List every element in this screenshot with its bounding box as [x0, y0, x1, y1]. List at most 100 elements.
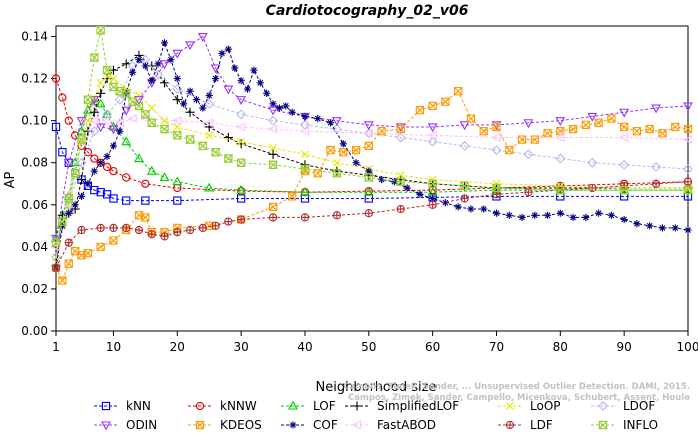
data-point: [197, 32, 208, 42]
legend-label: FastABOD: [377, 418, 436, 432]
data-point: [531, 211, 539, 219]
data-point: [595, 209, 603, 217]
data-point: [63, 194, 74, 203]
data-point: [211, 74, 220, 83]
data-point: [95, 123, 106, 133]
data-point: [140, 110, 151, 119]
data-point: [121, 106, 132, 116]
data-point: [594, 118, 603, 127]
legend-swatch-marker: [506, 402, 514, 410]
data-point: [88, 116, 99, 126]
data-point: [587, 157, 598, 168]
data-point: [223, 132, 233, 143]
data-point: [619, 185, 630, 195]
data-point: [51, 122, 61, 132]
x-tick-label: 40: [297, 340, 312, 354]
data-point: [460, 194, 469, 203]
data-point: [556, 127, 565, 136]
data-point: [268, 115, 279, 126]
legend: kNN kNNW LOF SimplifiedLOF LoOP LDOF ODIN KDEOS…: [94, 399, 658, 432]
x-tick-label: 100: [677, 340, 698, 354]
data-point: [282, 102, 290, 110]
data-point: [459, 140, 470, 151]
data-point: [363, 128, 373, 138]
data-point: [492, 209, 501, 217]
data-point: [76, 174, 87, 185]
data-point: [146, 165, 157, 175]
data-point: [97, 159, 105, 167]
data-point: [683, 185, 693, 195]
data-point: [102, 66, 112, 75]
data-point: [441, 97, 450, 106]
data-point: [363, 128, 374, 139]
data-point: [568, 124, 578, 134]
data-point: [491, 183, 502, 193]
data-point: [95, 26, 106, 35]
legend-label: LOF: [313, 399, 336, 413]
data-point: [58, 93, 67, 102]
legend-item-kdeos: KDEOS: [188, 418, 262, 432]
data-point: [236, 184, 247, 194]
data-point: [134, 101, 144, 111]
data-point: [64, 116, 73, 125]
data-point: [326, 145, 335, 155]
series-line: [55, 118, 689, 248]
series-odin: [51, 32, 693, 244]
data-point: [172, 95, 182, 105]
data-point: [96, 223, 105, 233]
data-point: [160, 39, 169, 47]
data-point: [186, 87, 194, 95]
data-point: [146, 118, 157, 127]
data-point: [683, 124, 693, 134]
series-line: [55, 78, 689, 193]
data-point: [300, 150, 309, 159]
data-point: [101, 116, 112, 126]
data-point: [332, 158, 341, 167]
data-point: [203, 118, 214, 128]
data-point: [141, 62, 149, 70]
series-line: [55, 30, 688, 243]
data-point: [102, 109, 113, 118]
data-point: [135, 56, 143, 64]
data-point: [236, 186, 246, 196]
data-point: [205, 91, 213, 100]
data-point: [116, 127, 124, 135]
data-point: [427, 123, 438, 133]
legend-item-loop: LoOP: [498, 399, 561, 413]
data-point: [268, 202, 278, 212]
data-point: [95, 98, 106, 108]
data-point: [300, 164, 310, 174]
data-point: [363, 121, 374, 131]
data-point: [173, 74, 181, 83]
data-point: [416, 190, 424, 198]
data-point: [396, 204, 405, 214]
data-point: [103, 152, 111, 161]
data-point: [51, 238, 61, 247]
data-point: [63, 159, 74, 169]
legend-label: LDF: [530, 418, 553, 432]
data-point: [153, 69, 164, 80]
data-point: [454, 87, 463, 96]
data-point: [518, 213, 526, 222]
data-point: [365, 167, 373, 175]
data-point: [256, 79, 264, 87]
data-point: [83, 148, 93, 157]
data-point: [82, 95, 93, 104]
data-point: [148, 77, 156, 85]
data-point: [58, 276, 67, 285]
data-point: [651, 179, 661, 188]
data-point: [331, 169, 342, 178]
legend-swatch-marker: [101, 401, 111, 411]
data-point: [109, 236, 118, 245]
data-point: [114, 118, 124, 128]
series-inflo: [51, 26, 693, 247]
data-point: [198, 223, 207, 233]
data-point: [236, 96, 247, 105]
data-point: [50, 242, 61, 252]
data-point: [154, 60, 162, 68]
citation-line-1: Campos, Zimek, Sander, ... Unsupervised …: [343, 382, 690, 392]
x-tick-label: 70: [489, 340, 504, 354]
data-point: [185, 135, 195, 144]
legend-swatch-marker: [598, 420, 608, 430]
